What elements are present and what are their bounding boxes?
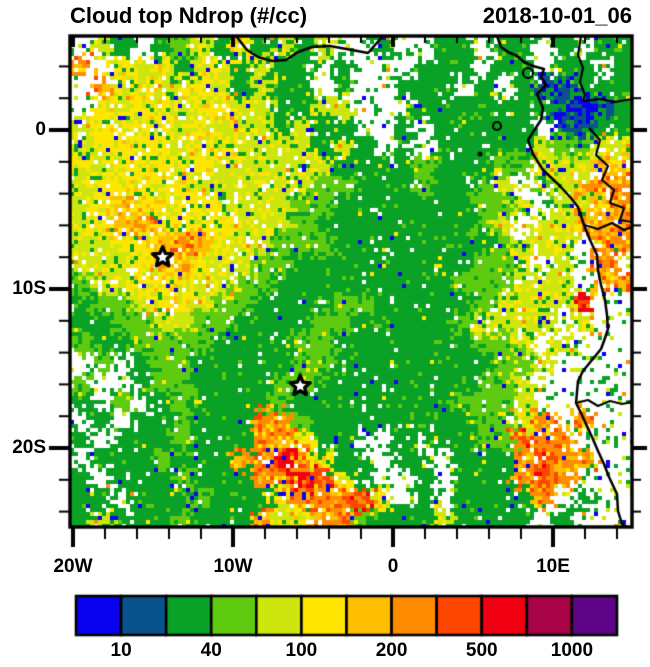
y-tick-label: 10S [12,278,46,299]
x-tick-label: 20W [53,556,93,577]
colorbar-tick-label: 10 [110,640,132,661]
y-tick-label: 0 [35,119,46,140]
colorbar-tick-label: 100 [285,640,318,661]
x-tick-label: 10E [536,556,570,577]
y-tick-label: 20S [12,437,46,458]
colorbar-tick-label: 1000 [550,640,594,661]
colorbar-tick-label: 500 [465,640,498,661]
x-tick-label: 0 [387,556,399,577]
colorbar-tick-label: 40 [200,640,222,661]
x-tick-label: 10W [213,556,253,577]
colorbar-tick-label: 200 [375,640,408,661]
